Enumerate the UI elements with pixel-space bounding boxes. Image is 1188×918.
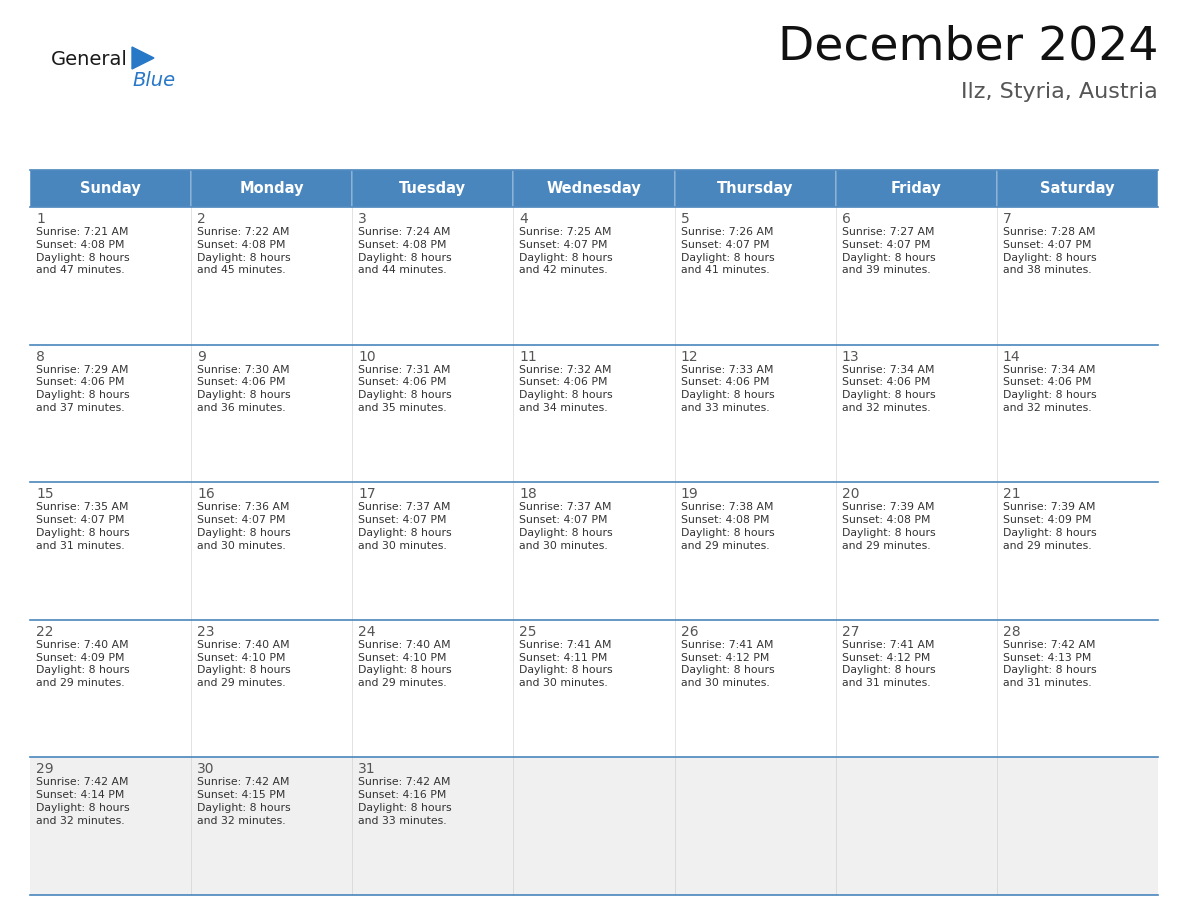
Text: Sunrise: 7:39 AM
Sunset: 4:08 PM
Daylight: 8 hours
and 29 minutes.: Sunrise: 7:39 AM Sunset: 4:08 PM Dayligh… xyxy=(842,502,935,551)
Text: 22: 22 xyxy=(36,625,53,639)
Text: Sunrise: 7:35 AM
Sunset: 4:07 PM
Daylight: 8 hours
and 31 minutes.: Sunrise: 7:35 AM Sunset: 4:07 PM Dayligh… xyxy=(36,502,129,551)
Text: 9: 9 xyxy=(197,350,206,364)
Text: Sunrise: 7:36 AM
Sunset: 4:07 PM
Daylight: 8 hours
and 30 minutes.: Sunrise: 7:36 AM Sunset: 4:07 PM Dayligh… xyxy=(197,502,291,551)
Text: Sunrise: 7:39 AM
Sunset: 4:09 PM
Daylight: 8 hours
and 29 minutes.: Sunrise: 7:39 AM Sunset: 4:09 PM Dayligh… xyxy=(1003,502,1097,551)
Text: 11: 11 xyxy=(519,350,537,364)
Text: Sunrise: 7:27 AM
Sunset: 4:07 PM
Daylight: 8 hours
and 39 minutes.: Sunrise: 7:27 AM Sunset: 4:07 PM Dayligh… xyxy=(842,227,935,275)
Text: Sunrise: 7:21 AM
Sunset: 4:08 PM
Daylight: 8 hours
and 47 minutes.: Sunrise: 7:21 AM Sunset: 4:08 PM Dayligh… xyxy=(36,227,129,275)
Text: Sunrise: 7:42 AM
Sunset: 4:13 PM
Daylight: 8 hours
and 31 minutes.: Sunrise: 7:42 AM Sunset: 4:13 PM Dayligh… xyxy=(1003,640,1097,688)
Bar xyxy=(191,170,353,207)
Bar xyxy=(997,170,1158,207)
Bar xyxy=(353,170,513,207)
Text: Blue: Blue xyxy=(132,71,175,90)
Text: Sunrise: 7:25 AM
Sunset: 4:07 PM
Daylight: 8 hours
and 42 minutes.: Sunrise: 7:25 AM Sunset: 4:07 PM Dayligh… xyxy=(519,227,613,275)
Text: Sunrise: 7:42 AM
Sunset: 4:16 PM
Daylight: 8 hours
and 33 minutes.: Sunrise: 7:42 AM Sunset: 4:16 PM Dayligh… xyxy=(359,778,451,826)
Polygon shape xyxy=(132,47,154,69)
Text: Sunrise: 7:42 AM
Sunset: 4:15 PM
Daylight: 8 hours
and 32 minutes.: Sunrise: 7:42 AM Sunset: 4:15 PM Dayligh… xyxy=(197,778,291,826)
Text: 28: 28 xyxy=(1003,625,1020,639)
Text: Sunrise: 7:28 AM
Sunset: 4:07 PM
Daylight: 8 hours
and 38 minutes.: Sunrise: 7:28 AM Sunset: 4:07 PM Dayligh… xyxy=(1003,227,1097,275)
Bar xyxy=(835,170,997,207)
Text: Sunrise: 7:41 AM
Sunset: 4:12 PM
Daylight: 8 hours
and 31 minutes.: Sunrise: 7:41 AM Sunset: 4:12 PM Dayligh… xyxy=(842,640,935,688)
Text: Sunrise: 7:34 AM
Sunset: 4:06 PM
Daylight: 8 hours
and 32 minutes.: Sunrise: 7:34 AM Sunset: 4:06 PM Dayligh… xyxy=(1003,364,1097,413)
Text: Sunrise: 7:41 AM
Sunset: 4:12 PM
Daylight: 8 hours
and 30 minutes.: Sunrise: 7:41 AM Sunset: 4:12 PM Dayligh… xyxy=(681,640,775,688)
Text: Monday: Monday xyxy=(240,181,304,196)
Text: Sunrise: 7:40 AM
Sunset: 4:10 PM
Daylight: 8 hours
and 29 minutes.: Sunrise: 7:40 AM Sunset: 4:10 PM Dayligh… xyxy=(197,640,291,688)
Text: 25: 25 xyxy=(519,625,537,639)
Text: Sunrise: 7:30 AM
Sunset: 4:06 PM
Daylight: 8 hours
and 36 minutes.: Sunrise: 7:30 AM Sunset: 4:06 PM Dayligh… xyxy=(197,364,291,413)
Text: Sunrise: 7:41 AM
Sunset: 4:11 PM
Daylight: 8 hours
and 30 minutes.: Sunrise: 7:41 AM Sunset: 4:11 PM Dayligh… xyxy=(519,640,613,688)
Text: 12: 12 xyxy=(681,350,699,364)
Text: 29: 29 xyxy=(36,763,53,777)
Bar xyxy=(30,757,1158,895)
Text: 1: 1 xyxy=(36,212,45,226)
Text: 3: 3 xyxy=(359,212,367,226)
Text: 2: 2 xyxy=(197,212,206,226)
Text: 14: 14 xyxy=(1003,350,1020,364)
Text: 5: 5 xyxy=(681,212,689,226)
Text: Sunrise: 7:31 AM
Sunset: 4:06 PM
Daylight: 8 hours
and 35 minutes.: Sunrise: 7:31 AM Sunset: 4:06 PM Dayligh… xyxy=(359,364,451,413)
Text: 13: 13 xyxy=(842,350,859,364)
Text: Sunrise: 7:42 AM
Sunset: 4:14 PM
Daylight: 8 hours
and 32 minutes.: Sunrise: 7:42 AM Sunset: 4:14 PM Dayligh… xyxy=(36,778,129,826)
Text: 16: 16 xyxy=(197,487,215,501)
Text: Sunrise: 7:32 AM
Sunset: 4:06 PM
Daylight: 8 hours
and 34 minutes.: Sunrise: 7:32 AM Sunset: 4:06 PM Dayligh… xyxy=(519,364,613,413)
Text: Sunday: Sunday xyxy=(81,181,141,196)
Bar xyxy=(30,170,191,207)
Text: Saturday: Saturday xyxy=(1041,181,1114,196)
Text: 27: 27 xyxy=(842,625,859,639)
Text: 18: 18 xyxy=(519,487,537,501)
Text: Thursday: Thursday xyxy=(716,181,794,196)
Text: 10: 10 xyxy=(359,350,375,364)
Text: Sunrise: 7:37 AM
Sunset: 4:07 PM
Daylight: 8 hours
and 30 minutes.: Sunrise: 7:37 AM Sunset: 4:07 PM Dayligh… xyxy=(359,502,451,551)
Text: Sunrise: 7:26 AM
Sunset: 4:07 PM
Daylight: 8 hours
and 41 minutes.: Sunrise: 7:26 AM Sunset: 4:07 PM Dayligh… xyxy=(681,227,775,275)
Text: 26: 26 xyxy=(681,625,699,639)
Text: 20: 20 xyxy=(842,487,859,501)
Text: Ilz, Styria, Austria: Ilz, Styria, Austria xyxy=(961,82,1158,102)
Bar xyxy=(30,620,1158,757)
Text: Wednesday: Wednesday xyxy=(546,181,642,196)
Text: Friday: Friday xyxy=(891,181,942,196)
Bar xyxy=(30,344,1158,482)
Text: Sunrise: 7:33 AM
Sunset: 4:06 PM
Daylight: 8 hours
and 33 minutes.: Sunrise: 7:33 AM Sunset: 4:06 PM Dayligh… xyxy=(681,364,775,413)
Text: 7: 7 xyxy=(1003,212,1012,226)
Text: Sunrise: 7:29 AM
Sunset: 4:06 PM
Daylight: 8 hours
and 37 minutes.: Sunrise: 7:29 AM Sunset: 4:06 PM Dayligh… xyxy=(36,364,129,413)
Text: Sunrise: 7:38 AM
Sunset: 4:08 PM
Daylight: 8 hours
and 29 minutes.: Sunrise: 7:38 AM Sunset: 4:08 PM Dayligh… xyxy=(681,502,775,551)
Text: 8: 8 xyxy=(36,350,45,364)
Text: 4: 4 xyxy=(519,212,529,226)
Text: 24: 24 xyxy=(359,625,375,639)
Text: 21: 21 xyxy=(1003,487,1020,501)
Text: 19: 19 xyxy=(681,487,699,501)
Text: Sunrise: 7:34 AM
Sunset: 4:06 PM
Daylight: 8 hours
and 32 minutes.: Sunrise: 7:34 AM Sunset: 4:06 PM Dayligh… xyxy=(842,364,935,413)
Text: 15: 15 xyxy=(36,487,53,501)
Text: Sunrise: 7:22 AM
Sunset: 4:08 PM
Daylight: 8 hours
and 45 minutes.: Sunrise: 7:22 AM Sunset: 4:08 PM Dayligh… xyxy=(197,227,291,275)
Text: Sunrise: 7:24 AM
Sunset: 4:08 PM
Daylight: 8 hours
and 44 minutes.: Sunrise: 7:24 AM Sunset: 4:08 PM Dayligh… xyxy=(359,227,451,275)
Text: Sunrise: 7:40 AM
Sunset: 4:10 PM
Daylight: 8 hours
and 29 minutes.: Sunrise: 7:40 AM Sunset: 4:10 PM Dayligh… xyxy=(359,640,451,688)
Text: General: General xyxy=(51,50,128,69)
Text: 6: 6 xyxy=(842,212,851,226)
Text: 23: 23 xyxy=(197,625,215,639)
Bar xyxy=(30,482,1158,620)
Text: 31: 31 xyxy=(359,763,375,777)
Bar xyxy=(30,207,1158,344)
Text: December 2024: December 2024 xyxy=(777,25,1158,70)
Bar xyxy=(513,170,675,207)
Text: Tuesday: Tuesday xyxy=(399,181,467,196)
Text: 17: 17 xyxy=(359,487,375,501)
Text: Sunrise: 7:40 AM
Sunset: 4:09 PM
Daylight: 8 hours
and 29 minutes.: Sunrise: 7:40 AM Sunset: 4:09 PM Dayligh… xyxy=(36,640,129,688)
Text: Sunrise: 7:37 AM
Sunset: 4:07 PM
Daylight: 8 hours
and 30 minutes.: Sunrise: 7:37 AM Sunset: 4:07 PM Dayligh… xyxy=(519,502,613,551)
Bar xyxy=(675,170,835,207)
Text: 30: 30 xyxy=(197,763,215,777)
